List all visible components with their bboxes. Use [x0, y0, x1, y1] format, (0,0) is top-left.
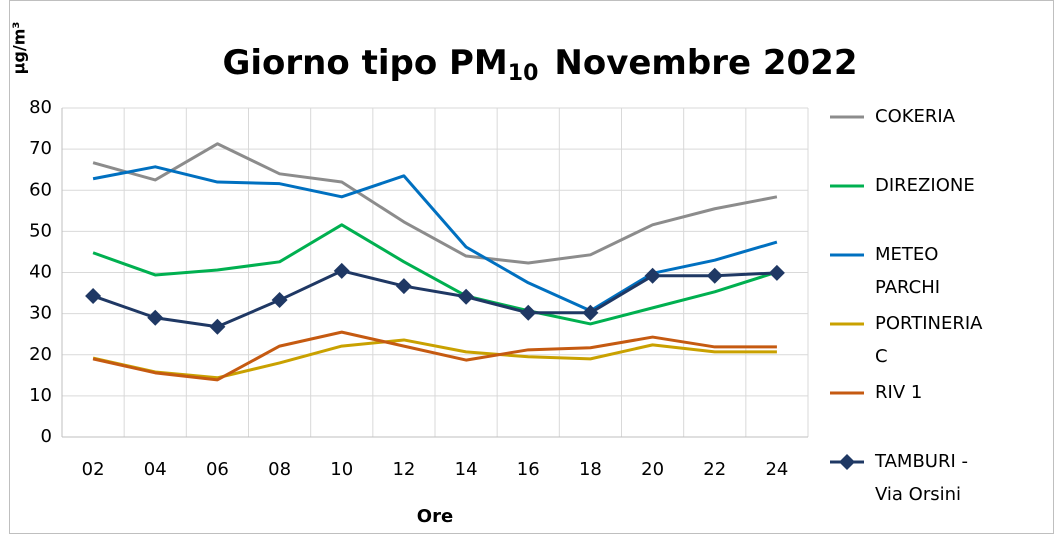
series-line — [92, 269, 777, 329]
legend-line: RIV 1 — [875, 382, 922, 403]
legend-line: PARCHI — [875, 277, 940, 298]
y-tick-label: 50 — [29, 220, 52, 241]
y-tick-label: 70 — [29, 138, 52, 159]
x-tick-label: 12 — [392, 459, 415, 480]
data-point — [644, 267, 661, 284]
x-tick-label: 22 — [703, 459, 726, 480]
x-tick-label: 18 — [579, 459, 602, 480]
series-line — [92, 223, 778, 326]
y-tick-label: 60 — [29, 179, 52, 200]
data-point — [458, 288, 475, 305]
x-tick-label: 06 — [206, 459, 229, 480]
x-tick-label: 24 — [765, 459, 788, 480]
data-point — [706, 267, 723, 284]
legend-label: TAMBURI - Via Orsini — [874, 451, 974, 505]
data-point — [147, 309, 164, 326]
chart-title: Giorno tipo PM10 Novembre 2022 — [222, 43, 857, 87]
data-point — [768, 264, 785, 281]
x-axis-label: Ore — [417, 506, 453, 527]
legend-line: C — [875, 346, 888, 367]
data-point — [209, 318, 226, 335]
legend-marker — [839, 454, 855, 470]
data-point — [85, 287, 102, 304]
series-line — [92, 142, 778, 265]
y-tick-label: 10 — [29, 385, 52, 406]
y-tick-label: 30 — [29, 303, 52, 324]
legend-line: PORTINERIA — [875, 313, 988, 334]
series-line — [92, 338, 777, 380]
x-tick-label: 16 — [517, 459, 540, 480]
data-point — [520, 304, 537, 321]
y-tick-label: 40 — [29, 262, 52, 283]
y-tick-label: 0 — [41, 426, 52, 447]
x-tick-label: 04 — [144, 459, 167, 480]
x-tick-label: 08 — [268, 459, 291, 480]
x-tick-label: 02 — [82, 459, 105, 480]
data-point — [582, 304, 599, 321]
chart-frame — [9, 0, 1054, 534]
x-tick-label: 20 — [641, 459, 664, 480]
legend-label: COKERIA — [875, 106, 956, 127]
legend-label: DIREZIONE — [875, 175, 975, 196]
data-point — [271, 292, 288, 309]
legend-label: RIV 1 — [875, 382, 922, 403]
legend-line: DIREZIONE — [875, 175, 975, 196]
data-point — [333, 262, 350, 279]
data-point — [395, 278, 412, 295]
y-tick-label: 20 — [29, 344, 52, 365]
x-tick-label: 14 — [455, 459, 478, 480]
legend-label: METEO PARCHI — [875, 244, 944, 298]
title-part: Giorno tipo PM — [222, 43, 507, 83]
y-tick-label: 80 — [29, 97, 52, 118]
x-tick-label: 10 — [330, 459, 353, 480]
legend-line: TAMBURI - — [874, 451, 974, 472]
legend-line: Via Orsini — [875, 484, 961, 505]
series-line — [92, 330, 777, 382]
legend-line: COKERIA — [875, 106, 956, 127]
y-axis-label: µg/m³ — [10, 22, 29, 75]
series-line — [92, 165, 778, 313]
title-subscript: 10 — [508, 61, 539, 86]
legend-line: METEO — [875, 244, 944, 265]
title-part: Novembre 2022 — [554, 43, 857, 83]
legend-label: PORTINERIA C — [875, 313, 988, 367]
